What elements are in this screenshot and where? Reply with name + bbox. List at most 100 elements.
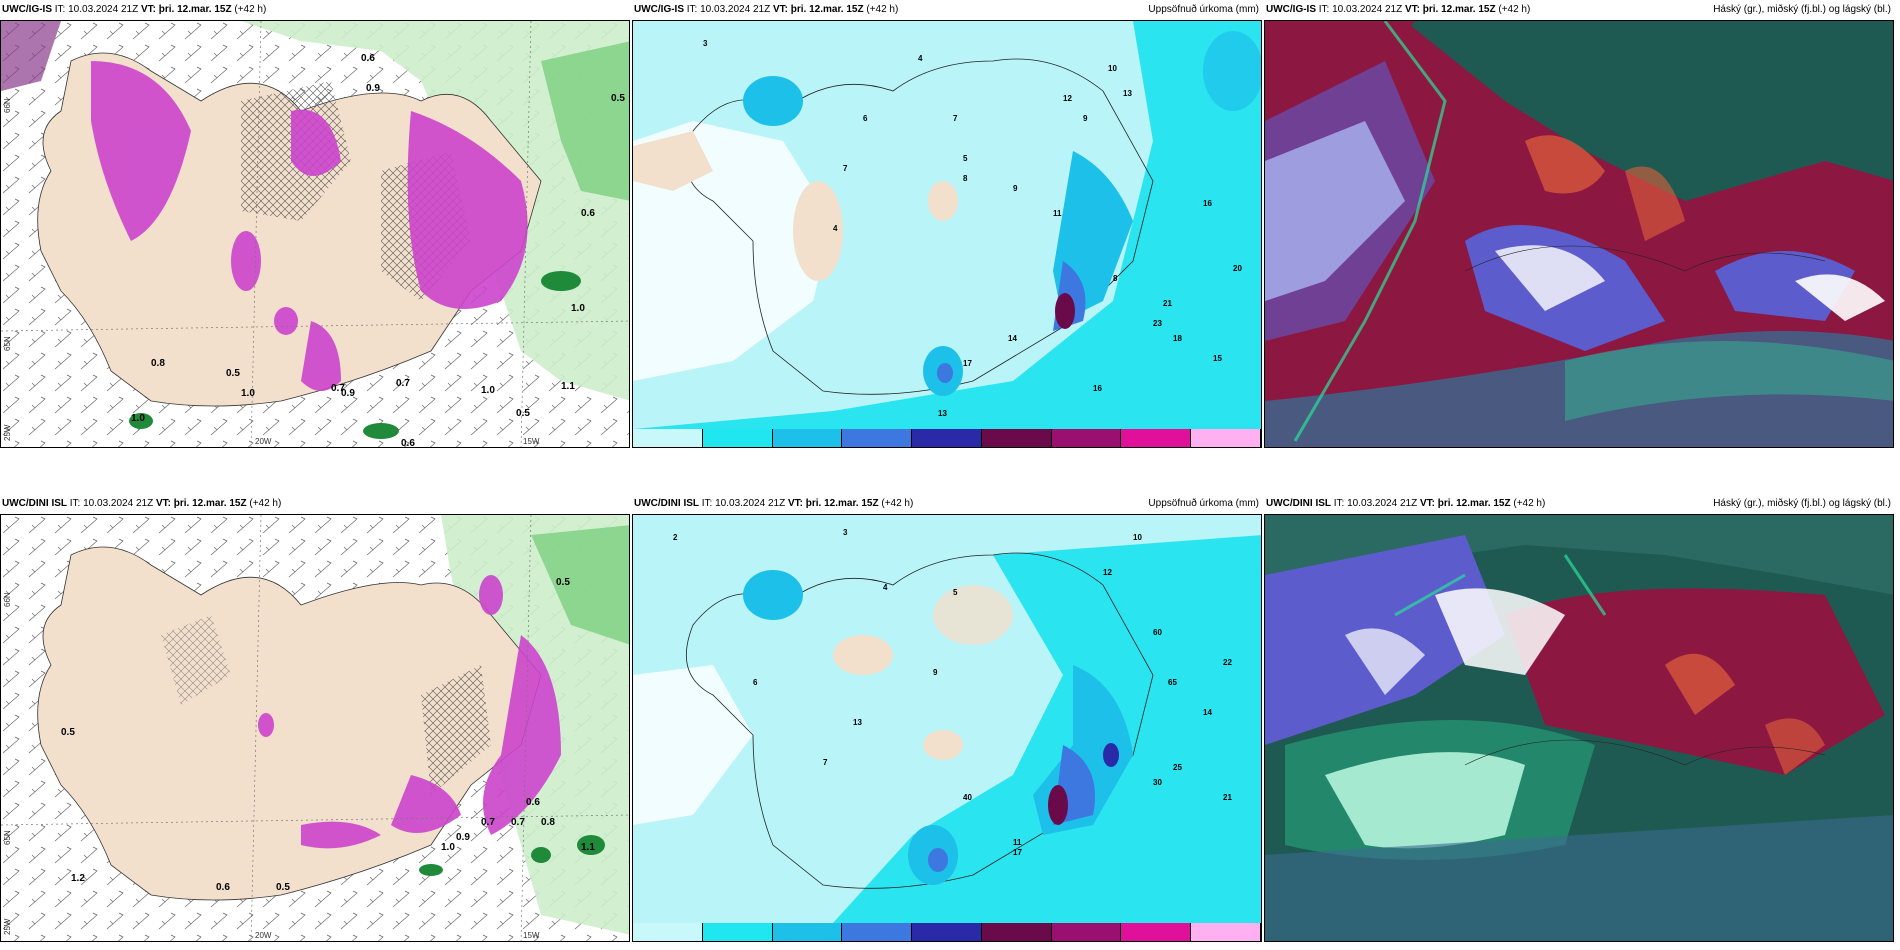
panel-title: Uppsöfnuð úrkoma (mm) [1148, 498, 1259, 509]
colorbar-swatch [912, 923, 982, 941]
svg-text:13: 13 [938, 409, 947, 418]
heavy-precip-patches [91, 61, 528, 391]
svg-text:14: 14 [1008, 334, 1017, 343]
model-name: UWC/IG-IS [634, 4, 684, 15]
map-ig-accum[interactable]: 3 4 7 10 5 8 12 13 9 16 20 15 7 6 4 14 13 17 23 18 21 16… [632, 20, 1262, 448]
svg-text:8: 8 [963, 174, 968, 183]
svg-text:0.6: 0.6 [401, 438, 415, 448]
svg-text:0.6: 0.6 [361, 53, 375, 64]
panel-header: UWC/IG-IS IT: 10.03.2024 21Z VT: þri. 12… [0, 0, 630, 20]
svg-text:16: 16 [1093, 384, 1102, 393]
accum-value-labels: 2 3 4 5 10 12 14 17 22 25 30 40 60 65 21 13 11 9 7 6 [673, 528, 1232, 857]
accum-map-svg: 2 3 4 5 10 12 14 17 22 25 30 40 60 65 21 13 11 9 7 6 [633, 515, 1261, 923]
svg-text:6: 6 [863, 114, 868, 123]
svg-text:12: 12 [1103, 568, 1112, 577]
svg-text:4: 4 [833, 224, 838, 233]
lon-label-15w: 15W [523, 931, 540, 940]
lead-time: (+42 h) [249, 498, 282, 509]
panel-header: UWC/DINI ISL IT: 10.03.2024 21Z VT: þri.… [0, 494, 630, 514]
colorbar-swatch [1051, 923, 1122, 941]
colorbar-swatch [842, 923, 913, 941]
valid-label: VT: [155, 498, 171, 509]
init-time: IT: 10.03.2024 21Z [69, 498, 154, 509]
svg-text:25: 25 [1173, 763, 1182, 772]
panel-title: Uppsöfnuð úrkoma (mm) [1148, 4, 1259, 15]
colorbar-swatch [702, 923, 773, 941]
svg-text:0.5: 0.5 [516, 408, 530, 419]
precip-value-labels: 0.60.90.50.6 1.00.80.51.0 1.00.70.90.7 0… [131, 53, 625, 448]
svg-text:9: 9 [933, 668, 938, 677]
green-patches [419, 835, 605, 876]
svg-text:0.6: 0.6 [216, 882, 230, 893]
panel-ig-accum: UWC/IG-IS IT: 10.03.2024 21Z VT: þri. 12… [632, 0, 1262, 448]
svg-text:15: 15 [1213, 354, 1222, 363]
colorbar: 110255075100150200400 [633, 429, 1261, 447]
svg-text:0.7: 0.7 [511, 817, 525, 828]
lead-time: (+42 h) [1498, 4, 1531, 15]
lon-label-20w: 20W [255, 931, 272, 940]
lon-label-25w: 25W [3, 424, 12, 441]
svg-text:10: 10 [1108, 64, 1117, 73]
svg-text:16: 16 [1203, 199, 1212, 208]
lon-label-25w: 25W [3, 918, 12, 935]
svg-text:0.7: 0.7 [481, 817, 495, 828]
svg-text:0.9: 0.9 [366, 83, 380, 94]
svg-text:1.0: 1.0 [241, 388, 255, 399]
svg-text:20: 20 [1233, 264, 1242, 273]
svg-text:9: 9 [1013, 184, 1018, 193]
accum-map-svg: 3 4 7 10 5 8 12 13 9 16 20 15 7 6 4 14 13 17 23 18 21 16… [633, 21, 1261, 429]
lead-time: (+42 h) [866, 4, 899, 15]
map-ig-cloud[interactable] [1264, 20, 1894, 448]
svg-text:14: 14 [1203, 708, 1212, 717]
model-name: UWC/DINI ISL [2, 498, 67, 509]
panel-header: UWC/IG-IS IT: 10.03.2024 21Z VT: þri. 12… [632, 0, 1262, 20]
panel-title: Háský (gr.), miðský (fj.bl.) og lágský (… [1713, 498, 1891, 509]
valid-label: VT: [140, 4, 156, 15]
valid-label: VT: [1404, 4, 1420, 15]
colorbar-swatch [772, 429, 843, 447]
svg-text:18: 18 [1173, 334, 1182, 343]
panel-dini-cloud: UWC/DINI ISL IT: 10.03.2024 21Z VT: þri.… [1264, 494, 1894, 942]
svg-text:23: 23 [1153, 319, 1162, 328]
lat-label-66n: 66N [3, 592, 12, 607]
map-dini-accum[interactable]: 2 3 4 5 10 12 14 17 22 25 30 40 60 65 21 13 11 9 7 6 11… [632, 514, 1262, 942]
svg-text:0.8: 0.8 [151, 358, 165, 369]
panel-header: UWC/IG-IS IT: 10.03.2024 21Z VT: þri. 12… [1264, 0, 1894, 20]
model-name: UWC/IG-IS [1266, 4, 1316, 15]
cloud-map-svg [1265, 21, 1893, 447]
panel-title: Háský (gr.), miðský (fj.bl.) og lágský (… [1713, 4, 1891, 15]
colorbar-swatch [1121, 923, 1192, 941]
svg-text:1.0: 1.0 [571, 303, 585, 314]
svg-text:5: 5 [953, 588, 958, 597]
svg-text:4: 4 [918, 54, 923, 63]
svg-text:13: 13 [1123, 89, 1132, 98]
colorbar-swatch [981, 429, 1052, 447]
svg-text:0.8: 0.8 [541, 817, 555, 828]
svg-text:0.6: 0.6 [526, 797, 540, 808]
panel-header: UWC/DINI ISL IT: 10.03.2024 21Z VT: þri.… [632, 494, 1262, 514]
model-name: UWC/DINI ISL [1266, 498, 1331, 509]
accum-value-labels: 3 4 7 10 5 8 12 13 9 16 20 15 7 6 4 14 13 17 23 18 21 16… [703, 39, 1242, 418]
svg-text:1.0: 1.0 [481, 385, 495, 396]
init-time: IT: 10.03.2024 21Z [54, 4, 139, 15]
valid-time: þri. 12.mar. 15Z [790, 4, 864, 15]
map-dini-precip[interactable]: 0.5 0.5 0.7 0.6 0.8 0.9 1.0 1.1 0.6 0.5 1.2 0.7 2… [0, 514, 630, 942]
init-time: IT: 10.03.2024 21Z [1333, 498, 1418, 509]
svg-text:22: 22 [1223, 658, 1232, 667]
panel-header: UWC/DINI ISL IT: 10.03.2024 21Z VT: þri.… [1264, 494, 1894, 514]
model-name: UWC/DINI ISL [634, 498, 699, 509]
panel-ig-cloud: UWC/IG-IS IT: 10.03.2024 21Z VT: þri. 12… [1264, 0, 1894, 448]
svg-text:3: 3 [843, 528, 848, 537]
svg-text:0.9: 0.9 [341, 388, 355, 399]
svg-text:40: 40 [963, 793, 972, 802]
valid-time: þri. 12.mar. 15Z [1437, 498, 1511, 509]
map-ig-precip[interactable]: 0.6 0.9 0.5 0.6 1.0 0.8 0.5 1.0 1.0 0.7 0.9 0.7 0… [0, 20, 630, 448]
lead-time: (+42 h) [881, 498, 914, 509]
svg-text:30: 30 [1153, 778, 1162, 787]
valid-time: þri. 12.mar. 15Z [1422, 4, 1496, 15]
map-dini-cloud[interactable] [1264, 514, 1894, 942]
init-time: IT: 10.03.2024 21Z [701, 498, 786, 509]
colorbar: 110255075100150200400 [633, 923, 1261, 941]
valid-time: þri. 12.mar. 15Z [805, 498, 879, 509]
heavy-precip-patches [258, 575, 561, 849]
